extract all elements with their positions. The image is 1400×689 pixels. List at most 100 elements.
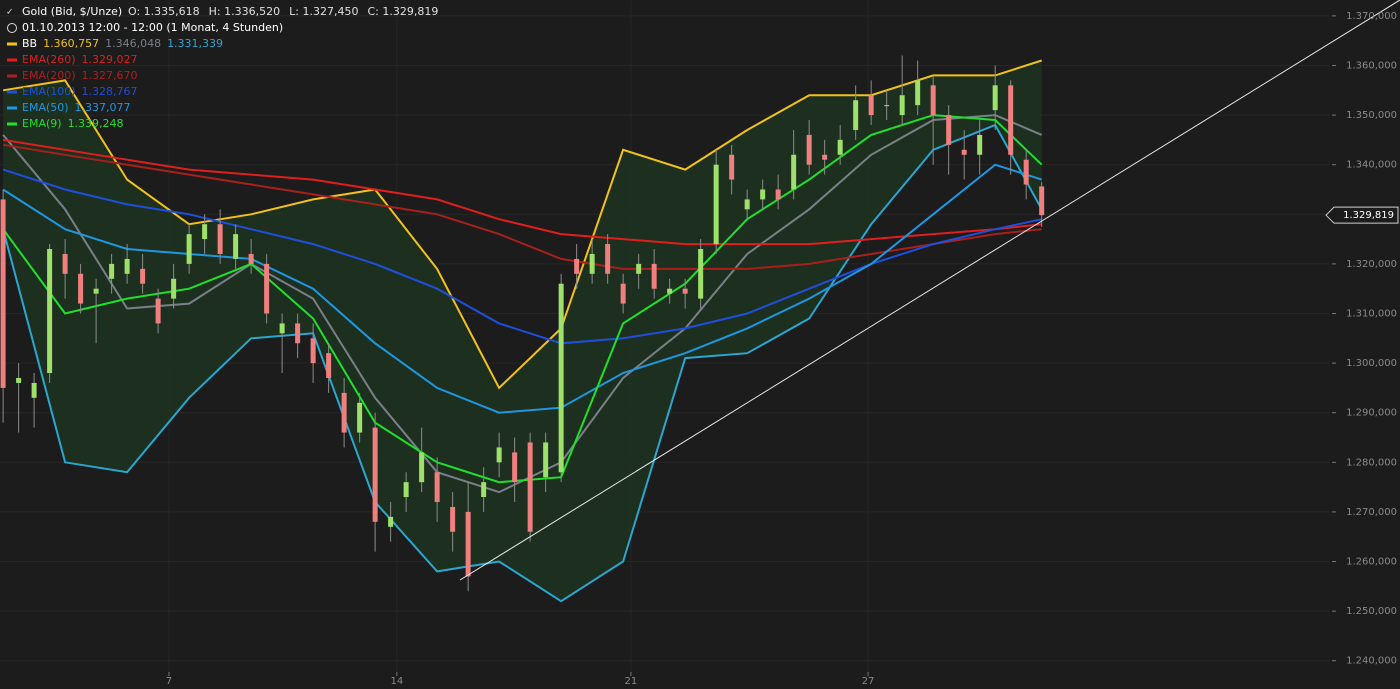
x-tick-label: 14 [390,676,403,687]
candle-body [977,134,983,155]
candle-body [527,442,533,532]
legend-value: 1.337,077 [75,101,131,114]
candle-body [589,253,595,274]
last-price-label: 1.329,819 [1343,210,1394,221]
y-tick-label: 1.270,000 [1346,507,1397,518]
candle-body [930,85,936,116]
candle-body [961,149,967,155]
candle-body [806,134,812,165]
y-tick-label: 1.360,000 [1346,60,1397,71]
y-axis: 1.370,000 1.360,000 1.350,000 1.340,000 1.33… [166,11,1399,687]
plot [0,55,1045,603]
candle-body [729,154,735,180]
candle-body [915,80,921,106]
y-tick-label: 1.310,000 [1346,308,1397,319]
candle-body [465,511,471,577]
candle-body [16,377,22,383]
y-tick-label: 1.280,000 [1346,457,1397,468]
candle-body [512,452,518,483]
legend-value: 1.327,670 [82,69,138,82]
y-tick-label: 1.370,000 [1346,11,1397,22]
legend-label: EMA(260) [22,53,76,66]
y-tick-label: 1.260,000 [1346,557,1397,568]
candle-body [341,392,347,433]
indicator-line [2,143,1042,270]
ohlc-label: O: 1.335,618 [128,5,200,18]
legend: Gold (Bid, $/Unze) 01.10.2013 12:00 - 12… [6,5,438,130]
candle-body [186,234,192,264]
candle-body [1008,85,1014,155]
candle-body [837,139,843,155]
candle-body [574,258,580,274]
subtitle: 01.10.2013 12:00 - 12:00 (1 Monat, 4 Stu… [22,21,283,34]
ohlc-label: L: 1.327,450 [289,5,358,18]
candle-body [667,288,673,294]
last-price-tag [1325,206,1399,224]
candle-body [0,199,6,388]
candle-body [713,164,719,245]
candle-body [310,338,316,364]
candle-body [372,427,378,522]
candle-body [279,323,285,334]
indicator-line [2,138,1042,246]
candle-body [403,482,409,498]
candle-body [357,402,363,433]
candle-body [992,85,998,111]
y-tick-label: 1.290,000 [1346,408,1397,419]
candle-body [434,472,440,502]
candle-body [93,288,99,294]
chart-title: Gold (Bid, $/Unze) [22,5,122,18]
legend-value: 1.360,757 [43,37,99,50]
candle-body [295,323,301,344]
candle-body [496,447,502,463]
legend-value: 1.331,339 [167,37,223,50]
candle-body [78,273,84,304]
legend-value: 1.346,048 [105,37,161,50]
legend-label: EMA(9) [22,117,62,130]
legend-value: 1.329,027 [82,53,138,66]
y-tick-label: 1.320,000 [1346,259,1397,270]
y-tick-label: 1.250,000 [1346,606,1397,617]
candle-body [31,382,37,398]
legend-value: 1.328,767 [82,85,138,98]
candle-body [884,105,890,107]
candle-body [388,516,394,527]
candle-body [326,353,332,378]
candle-body [419,452,425,483]
indicator-line [2,163,1043,414]
band-area [3,60,1042,602]
x-tick-label: 27 [862,676,875,687]
indicator-line [2,123,1043,603]
candle-body [1023,159,1029,185]
candle-body [450,506,456,532]
candle-body [543,442,549,478]
legend-value: 1.339,248 [68,117,124,130]
clock-icon [7,23,17,33]
candle-body [62,253,68,274]
candle-body [248,253,254,264]
candle-body [1039,186,1045,216]
candle-body [620,283,626,304]
y-tick-label: 1.350,000 [1346,110,1397,121]
trend-line [459,0,1400,581]
candle-body [651,263,657,289]
candle-body [698,249,704,299]
candle-body [899,95,905,116]
x-tick-label: 21 [625,676,638,687]
indicator-line [2,168,1042,345]
candle-body [481,482,487,498]
candle-body [822,154,828,160]
legend-label: EMA(50) [22,101,69,114]
y-tick-label: 1.340,000 [1346,160,1397,171]
candle-body [946,115,952,145]
legend-label: EMA(100) [22,85,76,98]
indicator-line [2,59,1043,390]
candle-body [636,263,642,274]
candle-body [775,189,781,200]
candle-body [233,234,239,259]
x-tick-label: 7 [166,676,172,687]
candle-body [868,95,874,116]
candle-body [682,288,688,294]
ohlc-label: C: 1.329,819 [367,5,438,18]
